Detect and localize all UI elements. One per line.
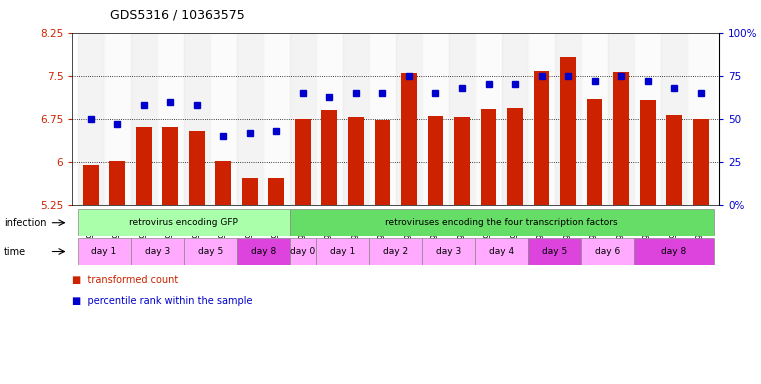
Bar: [290, 209, 714, 236]
Text: day 8: day 8: [250, 247, 275, 256]
Bar: [237, 238, 290, 265]
Bar: [528, 33, 555, 205]
Bar: [454, 118, 470, 205]
Bar: [210, 33, 237, 205]
Bar: [316, 33, 342, 205]
Bar: [476, 238, 528, 265]
Text: day 4: day 4: [489, 247, 514, 256]
Bar: [348, 118, 364, 205]
Text: day 6: day 6: [595, 247, 620, 256]
Bar: [369, 33, 396, 205]
Bar: [321, 111, 337, 205]
Bar: [110, 161, 126, 205]
Bar: [639, 100, 655, 205]
Bar: [104, 33, 131, 205]
Bar: [295, 119, 311, 205]
Bar: [215, 161, 231, 205]
Bar: [608, 33, 635, 205]
Bar: [666, 115, 682, 205]
Bar: [237, 33, 263, 205]
Bar: [374, 120, 390, 205]
Bar: [189, 131, 205, 205]
Bar: [263, 33, 290, 205]
Bar: [480, 109, 496, 205]
Text: day 0: day 0: [290, 247, 316, 256]
Bar: [428, 116, 444, 205]
Text: day 3: day 3: [145, 247, 170, 256]
Text: day 8: day 8: [661, 247, 686, 256]
Bar: [581, 238, 635, 265]
Bar: [396, 33, 422, 205]
Bar: [269, 179, 285, 205]
Bar: [369, 238, 422, 265]
Bar: [131, 238, 183, 265]
Bar: [560, 58, 576, 205]
Bar: [581, 33, 608, 205]
Text: day 1: day 1: [330, 247, 355, 256]
Bar: [507, 108, 523, 205]
Bar: [422, 238, 476, 265]
Text: retrovirus encoding GFP: retrovirus encoding GFP: [129, 218, 238, 227]
Text: retroviruses encoding the four transcription factors: retroviruses encoding the four transcrip…: [386, 218, 618, 227]
Bar: [635, 33, 661, 205]
Text: ■  transformed count: ■ transformed count: [72, 275, 179, 285]
Bar: [131, 33, 157, 205]
Bar: [587, 99, 603, 205]
Text: day 2: day 2: [383, 247, 409, 256]
Text: infection: infection: [4, 218, 46, 228]
Text: day 1: day 1: [91, 247, 116, 256]
Bar: [78, 238, 131, 265]
Text: day 5: day 5: [542, 247, 568, 256]
Bar: [501, 33, 528, 205]
Bar: [661, 33, 687, 205]
Bar: [83, 165, 99, 205]
Bar: [183, 238, 237, 265]
Bar: [242, 179, 258, 205]
Bar: [290, 33, 316, 205]
Text: GDS5316 / 10363575: GDS5316 / 10363575: [110, 8, 245, 21]
Bar: [422, 33, 449, 205]
Bar: [555, 33, 581, 205]
Bar: [316, 238, 369, 265]
Bar: [162, 127, 178, 205]
Bar: [533, 71, 549, 205]
Bar: [183, 33, 210, 205]
Bar: [401, 73, 417, 205]
Text: day 5: day 5: [198, 247, 223, 256]
Bar: [78, 33, 104, 205]
Bar: [342, 33, 369, 205]
Bar: [528, 238, 581, 265]
Bar: [136, 127, 152, 205]
Bar: [157, 33, 183, 205]
Text: day 3: day 3: [436, 247, 461, 256]
Bar: [290, 238, 316, 265]
Text: ■  percentile rank within the sample: ■ percentile rank within the sample: [72, 296, 253, 306]
Bar: [693, 119, 708, 205]
Bar: [476, 33, 501, 205]
Text: time: time: [4, 247, 26, 257]
Bar: [78, 209, 290, 236]
Bar: [449, 33, 476, 205]
Bar: [635, 238, 714, 265]
Bar: [613, 72, 629, 205]
Bar: [687, 33, 714, 205]
